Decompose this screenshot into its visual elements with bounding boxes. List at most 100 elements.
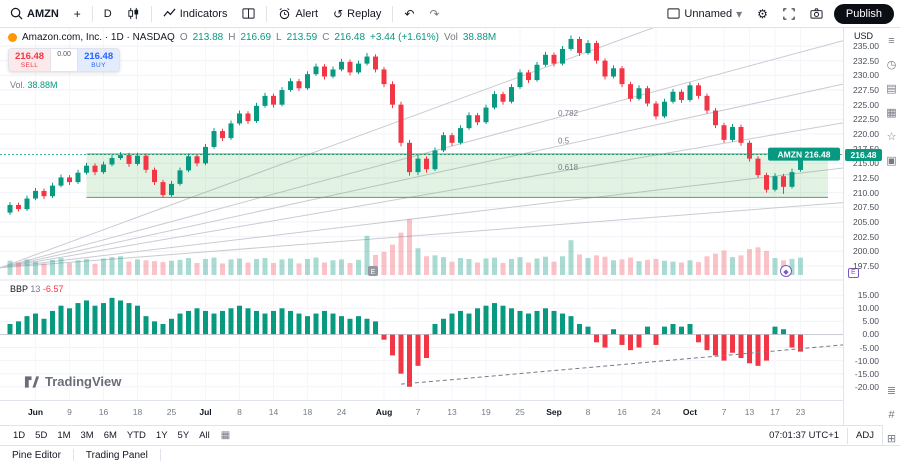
volume-bar: [347, 262, 353, 275]
candle: [194, 156, 200, 164]
chart-style-button[interactable]: [123, 5, 144, 22]
range-button-3m[interactable]: 3M: [80, 430, 94, 441]
symbol-search-button[interactable]: AMZN: [6, 5, 63, 22]
range-button-1d[interactable]: 1D: [13, 430, 26, 441]
volume-bar: [41, 263, 47, 275]
watchlist-icon[interactable]: ≡: [888, 35, 895, 47]
sell-button[interactable]: 216.48 SELL: [9, 49, 51, 71]
range-button-ytd[interactable]: YTD: [126, 430, 146, 441]
redo-button[interactable]: ↷: [429, 6, 440, 21]
candle: [670, 91, 676, 102]
bbp-bar: [483, 305, 489, 335]
bbp-bar: [41, 318, 47, 335]
bbp-bar: [109, 297, 115, 335]
bbp-bar: [160, 324, 166, 335]
hotlists-icon[interactable]: ▤: [886, 83, 897, 95]
candle: [704, 95, 710, 111]
bbp-axis-label: -5.00: [859, 342, 879, 353]
apps-grid-icon[interactable]: ⊞: [886, 433, 897, 445]
price-axis-label: 222.50: [853, 114, 879, 125]
trend-line[interactable]: [0, 167, 843, 269]
buy-button[interactable]: 216.48 BUY: [78, 49, 120, 71]
candle: [135, 155, 140, 164]
price-axis[interactable]: USD E 235.00 232.50 230.00 227.50 225.00 222.…: [843, 28, 883, 425]
earnings-marker-icon[interactable]: E: [368, 266, 378, 276]
range-button-all[interactable]: All: [199, 430, 210, 441]
symbol-info-line[interactable]: Amazon.com, Inc. · 1D · NASDAQ O 213.88 H…: [8, 32, 496, 43]
volume-bar: [645, 259, 650, 275]
snapshot-button[interactable]: [806, 5, 827, 22]
calendar-icon[interactable]: ▦: [886, 107, 897, 119]
volume-study-label[interactable]: Vol. 38.88M: [10, 80, 58, 90]
candle: [211, 131, 217, 147]
volume-bar: [279, 259, 285, 275]
layout-templates-button[interactable]: [238, 5, 259, 22]
indicators-button[interactable]: Indicators: [159, 5, 232, 22]
volume-bar: [135, 259, 140, 275]
trading-panel-tab[interactable]: Trading Panel: [85, 449, 148, 461]
layout-select-button[interactable]: Unnamed ▾: [663, 5, 746, 22]
range-button-1m[interactable]: 1M: [57, 430, 71, 441]
bbp-trend-line[interactable]: [400, 344, 843, 385]
price-zone[interactable]: [86, 153, 829, 198]
go-to-date-icon[interactable]: ▦: [220, 430, 231, 441]
interval-button[interactable]: D: [103, 7, 112, 20]
volume-bar: [169, 260, 174, 275]
chart-settings-button[interactable]: ⚙: [757, 6, 768, 21]
fullscreen-button[interactable]: [779, 6, 799, 22]
bbp-bar: [543, 308, 548, 335]
volume-bar: [619, 259, 625, 275]
bbp-bar: [135, 305, 140, 335]
bbp-bar: [509, 308, 514, 335]
toolbar-separator: [266, 5, 268, 22]
bbp-bar: [75, 303, 81, 335]
candle: [755, 158, 761, 176]
sparkle-marker-icon[interactable]: ◆: [780, 265, 792, 277]
symbol-title[interactable]: Amazon.com, Inc. · 1D · NASDAQ: [22, 32, 175, 43]
pine-editor-tab[interactable]: Pine Editor: [12, 449, 61, 461]
trend-line[interactable]: [0, 83, 843, 269]
range-button-5d[interactable]: 5D: [35, 430, 48, 441]
clock-label[interactable]: 07:01:37 UTC+1: [769, 430, 840, 441]
last-price-tag: 216.48: [845, 148, 882, 161]
range-button-1y[interactable]: 1Y: [155, 430, 168, 441]
range-button-6m[interactable]: 6M: [103, 430, 117, 441]
axis-currency-label[interactable]: USD: [853, 31, 873, 41]
bbp-bar: [747, 334, 752, 364]
candle: [7, 204, 13, 213]
price-axis-label: 202.50: [853, 231, 879, 242]
chart-pane[interactable]: 0.782 0.5 0.618 AMZN 216.48 E ◆ Amazon.com, I…: [0, 28, 843, 425]
earnings-axis-badge[interactable]: E: [848, 268, 859, 278]
ohlc-low: 213.59: [286, 32, 318, 43]
chart-canvas[interactable]: 0.782 0.5 0.618 AMZN 216.48 E ◆: [0, 28, 843, 400]
undo-button[interactable]: ↶: [404, 6, 415, 21]
bbp-bar: [662, 326, 667, 335]
compare-add-button[interactable]: +: [73, 6, 81, 21]
ideas-icon[interactable]: ☆: [886, 131, 897, 143]
bbp-bar: [738, 334, 744, 358]
adj-toggle[interactable]: ADJ: [856, 430, 874, 441]
bbp-bar: [84, 300, 89, 335]
volume-bar: [577, 254, 582, 275]
time-axis[interactable]: Jun 9 16 18 25 Jul 8 14 18 24 Aug 7 13 19 25 Sep 8 16 24 Oc…: [0, 400, 843, 425]
volume-bar: [560, 256, 565, 275]
bbp-study-label[interactable]: BBP 13 -6.57: [10, 284, 64, 294]
candle: [101, 164, 106, 173]
trend-line[interactable]: [0, 28, 843, 269]
replay-button[interactable]: ↺ Replay: [333, 6, 382, 21]
volume-bar: [755, 247, 761, 275]
trend-line[interactable]: [0, 122, 843, 269]
price-line-label[interactable]: AMZN 216.48: [768, 147, 840, 161]
object-tree-icon[interactable]: #: [888, 409, 895, 421]
range-button-5y[interactable]: 5Y: [177, 430, 190, 441]
dom-icon[interactable]: ≣: [886, 385, 897, 397]
candle: [220, 131, 225, 139]
bbp-bar: [798, 334, 803, 352]
bbp-bar: [730, 334, 735, 353]
alerts-icon[interactable]: ◷: [886, 59, 897, 71]
publish-button[interactable]: Publish: [833, 3, 894, 24]
candle: [696, 85, 701, 96]
chats-icon[interactable]: ▣: [886, 155, 897, 167]
trend-line[interactable]: [0, 202, 843, 269]
alert-button[interactable]: Alert: [274, 5, 322, 22]
